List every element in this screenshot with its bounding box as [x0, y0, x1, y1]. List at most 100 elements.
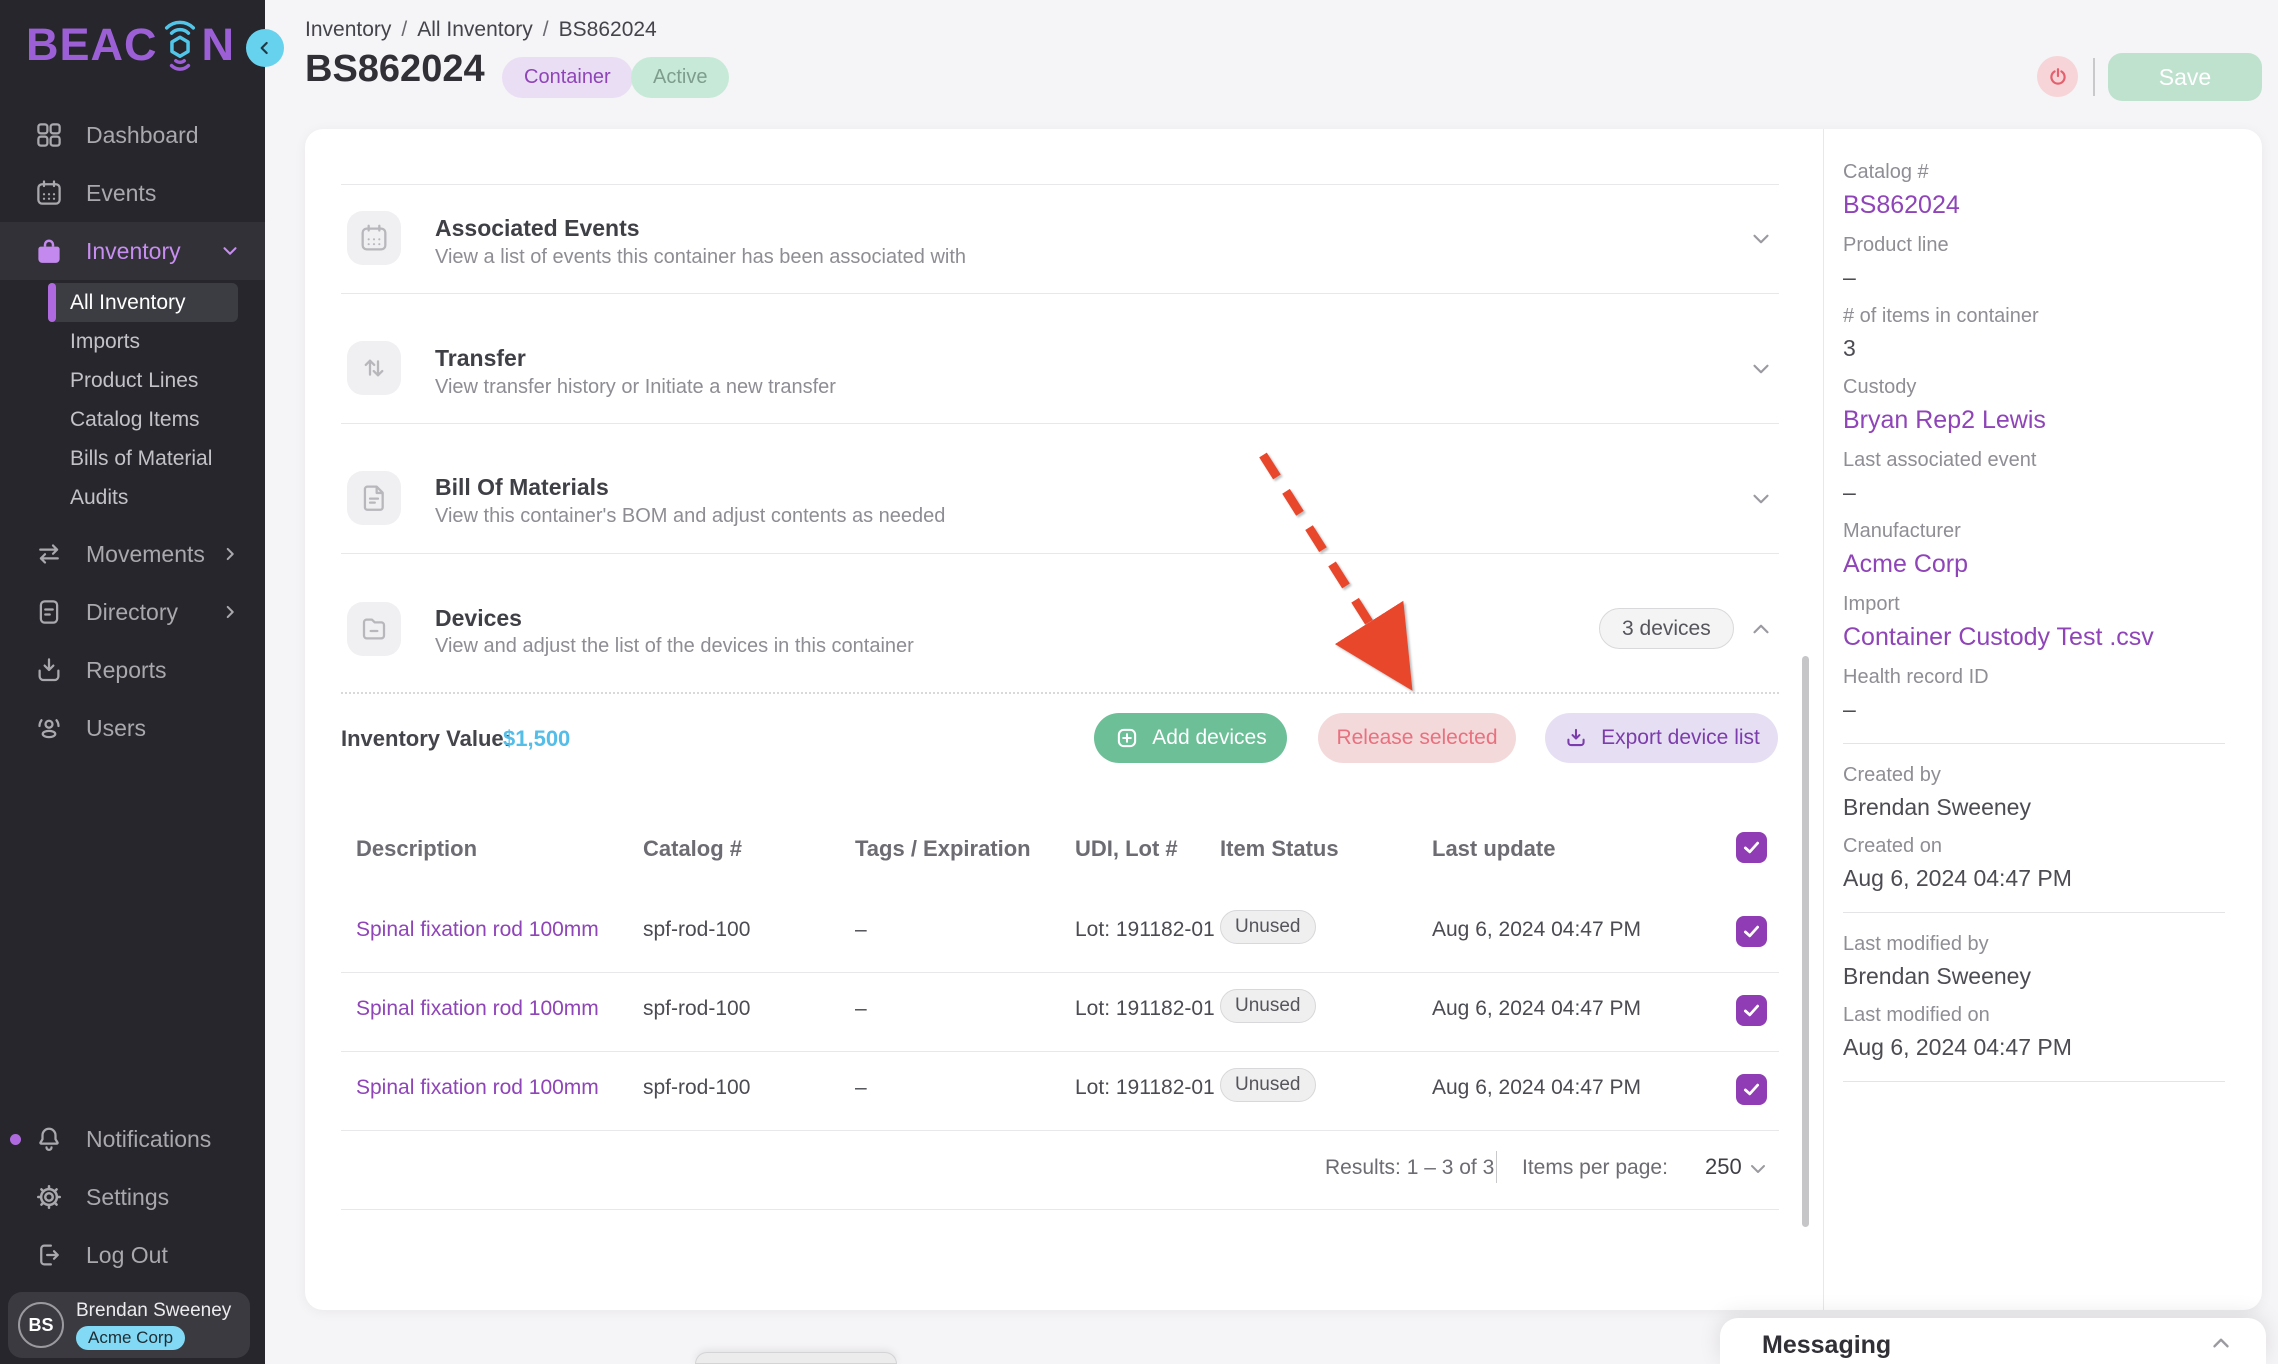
- row-checkbox[interactable]: [1736, 916, 1767, 947]
- user-name: Brendan Sweeney: [76, 1300, 232, 1321]
- sidebar-item-label: Events: [86, 179, 157, 206]
- sidebar-item-reports[interactable]: Reports: [0, 641, 265, 699]
- breadcrumb: Inventory / All Inventory / BS862024: [305, 18, 657, 42]
- sidebar-item-inventory[interactable]: Inventory: [0, 222, 265, 280]
- detail-label: Last associated event: [1843, 449, 2037, 471]
- results-count: Results: 1 – 3 of 3: [1325, 1156, 1495, 1179]
- row-checkbox[interactable]: [1736, 995, 1767, 1026]
- breadcrumb-separator: /: [401, 18, 408, 41]
- items-per-page-value[interactable]: 250: [1705, 1154, 1742, 1179]
- messaging-title: Messaging: [1762, 1331, 1892, 1359]
- sidebar-item-label: Movements: [86, 540, 205, 567]
- sidebar-subitem-product-lines[interactable]: Product Lines: [70, 361, 198, 400]
- save-button[interactable]: Save: [2108, 53, 2262, 101]
- chevron-up-icon[interactable]: [1748, 616, 1774, 642]
- detail-label: Last modified on: [1843, 1004, 1990, 1026]
- detail-label: Created by: [1843, 764, 1941, 786]
- sidebar-subitem-audits[interactable]: Audits: [70, 478, 128, 517]
- detail-custody-link[interactable]: Bryan Rep2 Lewis: [1843, 406, 2046, 434]
- row-divider: [341, 972, 1779, 973]
- chevron-down-icon[interactable]: [1748, 226, 1774, 252]
- subitem-label: Audits: [70, 485, 129, 509]
- add-devices-button[interactable]: Add devices: [1094, 713, 1287, 763]
- document-icon: [39, 600, 59, 624]
- device-row-tags: –: [855, 1076, 867, 1099]
- device-row-catalog: spf-rod-100: [643, 997, 751, 1020]
- device-row-udi: Lot: 191182-01: [1075, 997, 1215, 1020]
- sidebar-subitem-bills-of-material[interactable]: Bills of Material: [70, 439, 212, 478]
- divider: [341, 293, 1779, 294]
- device-row-catalog: spf-rod-100: [643, 1076, 751, 1099]
- sidebar-item-directory[interactable]: Directory: [0, 583, 265, 641]
- check-icon: [1743, 925, 1760, 938]
- users-icon: [38, 719, 60, 739]
- detail-value: –: [1843, 696, 1856, 722]
- deactivate-button[interactable]: [2037, 56, 2078, 97]
- detail-import-link[interactable]: Container Custody Test .csv: [1843, 623, 2154, 651]
- associated-events-title[interactable]: Associated Events: [435, 215, 640, 241]
- user-card[interactable]: BS Brendan Sweeney Acme Corp: [8, 1292, 250, 1358]
- transfer-icon-box: [347, 341, 401, 395]
- detail-value: –: [1843, 479, 1856, 505]
- detail-manufacturer-link[interactable]: Acme Corp: [1843, 550, 1969, 578]
- device-row-description[interactable]: Spinal fixation rod 100mm: [356, 918, 599, 941]
- select-all-checkbox[interactable]: [1736, 832, 1767, 863]
- export-download-icon: [1567, 728, 1585, 747]
- export-device-list-button[interactable]: Export device list: [1545, 713, 1778, 763]
- detail-label: # of items in container: [1843, 305, 2039, 327]
- sidebar-subitem-imports[interactable]: Imports: [70, 322, 140, 361]
- device-row-udi: Lot: 191182-01: [1075, 918, 1215, 941]
- breadcrumb-all-inventory[interactable]: All Inventory: [417, 18, 533, 41]
- up-down-arrows-icon: [364, 359, 384, 377]
- sidebar-item-notifications[interactable]: Notifications: [0, 1110, 265, 1168]
- active-subitem-highlight: [48, 283, 238, 322]
- device-row-description[interactable]: Spinal fixation rod 100mm: [356, 997, 599, 1020]
- sidebar-item-logout[interactable]: Log Out: [0, 1226, 265, 1284]
- sidebar-collapse-button[interactable]: [246, 29, 284, 67]
- release-selected-button[interactable]: Release selected: [1318, 713, 1516, 763]
- sidebar-subitem-catalog-items[interactable]: Catalog Items: [70, 400, 200, 439]
- sidebar-subitem-all-inventory[interactable]: All Inventory: [70, 283, 186, 322]
- inventory-value[interactable]: $1,500: [503, 726, 571, 751]
- chevron-up-icon[interactable]: [2208, 1330, 2234, 1356]
- calendar-icon: [361, 224, 387, 251]
- beacon-icon: [164, 20, 195, 71]
- check-icon: [1743, 1083, 1760, 1096]
- sidebar-item-movements[interactable]: Movements: [0, 525, 265, 583]
- bom-subtitle: View this container's BOM and adjust con…: [435, 505, 946, 527]
- device-row-udi: Lot: 191182-01: [1075, 1076, 1215, 1099]
- chevron-down-icon[interactable]: [1748, 356, 1774, 382]
- sidebar-item-dashboard[interactable]: Dashboard: [0, 106, 265, 164]
- header-divider: [2093, 58, 2095, 96]
- row-checkbox[interactable]: [1736, 1074, 1767, 1105]
- breadcrumb-inventory[interactable]: Inventory: [305, 18, 392, 41]
- device-row-status: Unused: [1220, 1068, 1316, 1102]
- detail-value: 3: [1843, 335, 1856, 361]
- subitem-label: Catalog Items: [70, 407, 200, 431]
- avatar: BS: [18, 1302, 64, 1348]
- transfer-title[interactable]: Transfer: [435, 345, 526, 371]
- sidebar: BEAC N Dashboard: [0, 0, 284, 1364]
- sidebar-item-events[interactable]: Events: [0, 164, 265, 222]
- col-description: Description: [356, 836, 478, 861]
- sidebar-item-label: Directory: [86, 598, 179, 625]
- detail-value: Aug 6, 2024 04:47 PM: [1843, 1034, 2072, 1060]
- panel-divider: [1823, 129, 1824, 1310]
- messaging-panel[interactable]: Messaging: [1720, 1318, 2266, 1364]
- logo-text-right: N: [201, 19, 236, 70]
- sidebar-item-settings[interactable]: Settings: [0, 1168, 265, 1226]
- devices-title[interactable]: Devices: [435, 605, 522, 631]
- sidebar-item-users[interactable]: Users: [0, 699, 265, 757]
- device-row-status: Unused: [1220, 910, 1316, 944]
- detail-value: –: [1843, 264, 1856, 290]
- plus-square-icon: [1118, 728, 1137, 748]
- detail-label: Catalog #: [1843, 161, 1929, 183]
- file-icon: [363, 485, 384, 511]
- detail-catalog-link[interactable]: BS862024: [1843, 191, 1960, 219]
- sidebar-item-label: Notifications: [86, 1125, 212, 1152]
- card-scrollbar[interactable]: [1802, 656, 1809, 1227]
- chevron-down-icon[interactable]: [1746, 1157, 1770, 1181]
- device-row-description[interactable]: Spinal fixation rod 100mm: [356, 1076, 599, 1099]
- bom-title[interactable]: Bill Of Materials: [435, 474, 609, 500]
- chevron-down-icon[interactable]: [1748, 486, 1774, 512]
